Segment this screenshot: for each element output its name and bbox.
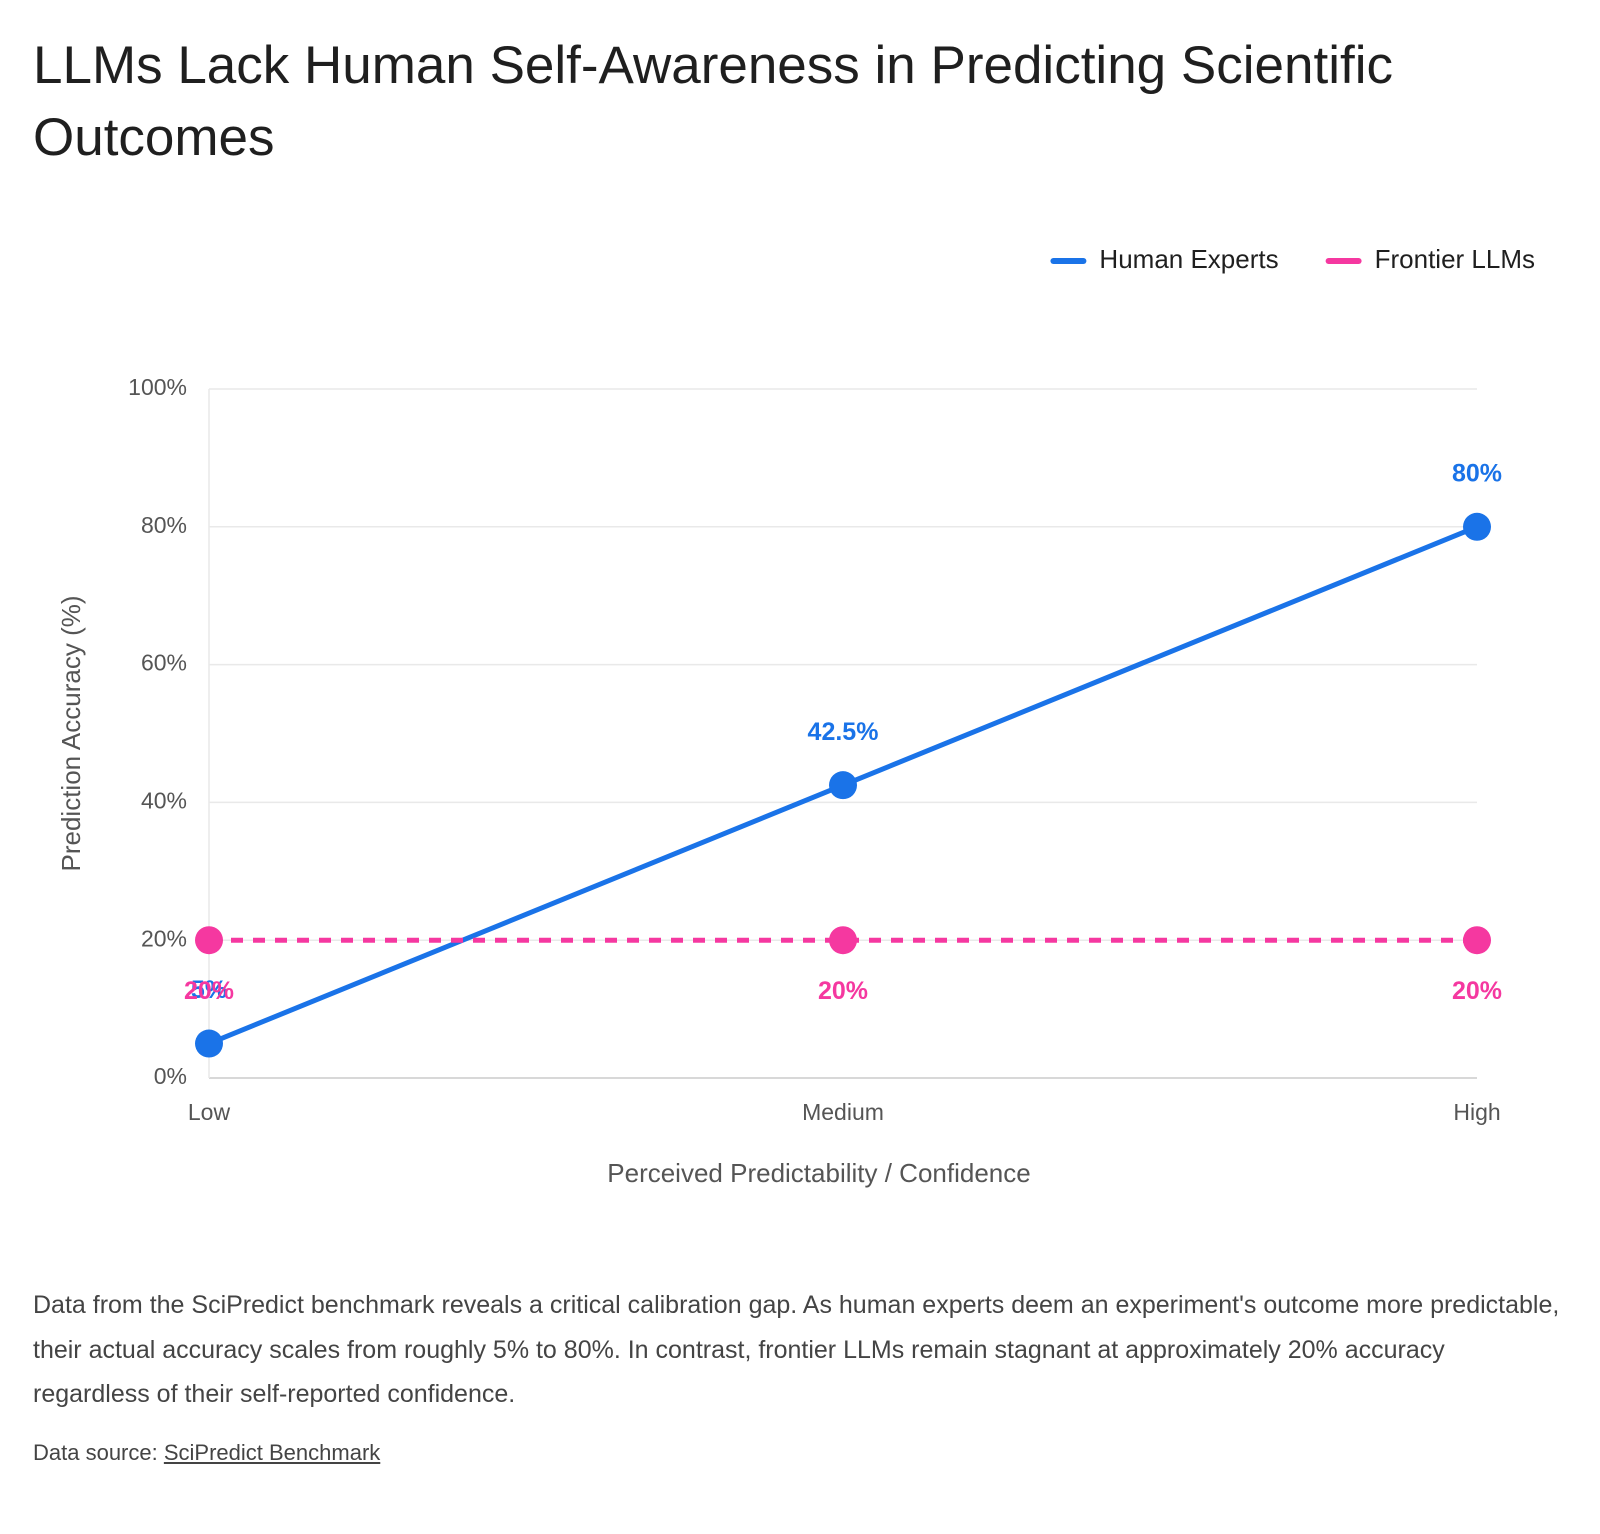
data-point	[195, 926, 223, 955]
y-tick-label: 20%	[141, 925, 187, 951]
legend-label: Human Experts	[1099, 244, 1278, 274]
legend-label: Frontier LLMs	[1375, 244, 1535, 274]
data-point	[195, 1029, 223, 1058]
y-tick-label: 40%	[141, 787, 187, 813]
data-label: 20%	[1452, 977, 1502, 1005]
data-label: 20%	[184, 977, 234, 1005]
source-label: Data source:	[33, 1440, 158, 1465]
data-label: 42.5%	[808, 718, 879, 746]
data-point	[1463, 926, 1491, 955]
data-point	[829, 926, 857, 955]
data-label: 20%	[818, 977, 868, 1005]
x-tick-label: Low	[188, 1099, 231, 1125]
x-tick-label: High	[1453, 1099, 1500, 1125]
y-axis-label: Prediction Accuracy (%)	[56, 596, 86, 872]
x-axis-label: Perceived Predictability / Confidence	[607, 1158, 1030, 1188]
y-tick-label: 80%	[141, 512, 187, 538]
x-tick-label: Medium	[802, 1099, 884, 1125]
source: Data source: SciPredict Benchmark	[33, 1440, 380, 1466]
y-tick-label: 100%	[128, 374, 187, 400]
data-label: 5%	[191, 976, 227, 1004]
chart: 0% 20% 40% 60% 80% 100% Low Medium High Perceived…	[56, 244, 1535, 1188]
description: Data from the SciPredict benchmark revea…	[33, 1291, 1560, 1408]
data-point	[829, 771, 857, 800]
source-link[interactable]: SciPredict Benchmark	[163, 1440, 381, 1465]
chart-title: LLMs Lack Human Self-Awareness in Predic…	[33, 36, 1393, 167]
y-tick-label: 60%	[141, 650, 187, 676]
data-point	[1463, 512, 1491, 541]
y-tick-label: 0%	[154, 1063, 187, 1089]
data-label: 80%	[1452, 459, 1502, 487]
